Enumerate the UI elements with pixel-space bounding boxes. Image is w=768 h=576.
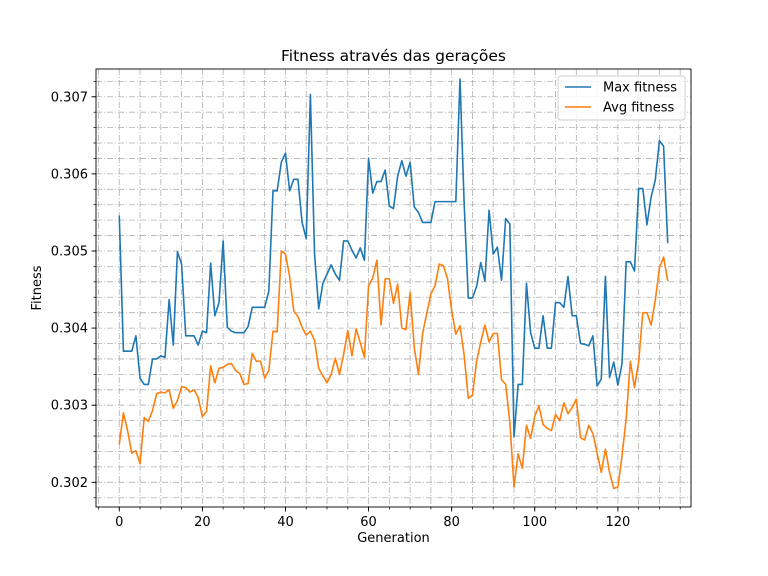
series-lines: [118, 78, 669, 490]
x-tick-label: 0: [115, 515, 123, 530]
series-line-max-fitness: [118, 78, 669, 438]
axis-ticks: 0 20 40 60 80 100 120 0.302 0.303 0.304 0.305 0.306…: [51, 80, 681, 530]
x-tick-label: 80: [443, 515, 460, 530]
legend-label: Max fitness: [603, 81, 677, 96]
y-tick-label: 0.307: [51, 90, 88, 105]
y-tick-label: 0.304: [51, 322, 88, 337]
y-tick-label: 0.306: [51, 167, 88, 182]
grid: [96, 69, 691, 507]
legend-label: Avg fitness: [603, 101, 675, 116]
x-axis-label: Generation: [357, 531, 430, 546]
x-tick-label: 60: [360, 515, 377, 530]
y-tick-label: 0.305: [51, 244, 88, 259]
legend: Max fitness Avg fitness: [557, 75, 686, 121]
series-line-avg-fitness: [118, 250, 669, 490]
y-tick-label: 0.303: [51, 399, 88, 414]
chart-title: Fitness através das gerações: [281, 47, 506, 65]
x-tick-label: 20: [194, 515, 211, 530]
y-tick-label: 0.302: [51, 476, 88, 491]
plot-frame: [95, 68, 692, 508]
y-axis-label: Fitness: [30, 265, 45, 310]
x-tick-label: 40: [277, 515, 294, 530]
x-tick-label: 120: [605, 515, 630, 530]
x-tick-label: 100: [522, 515, 547, 530]
